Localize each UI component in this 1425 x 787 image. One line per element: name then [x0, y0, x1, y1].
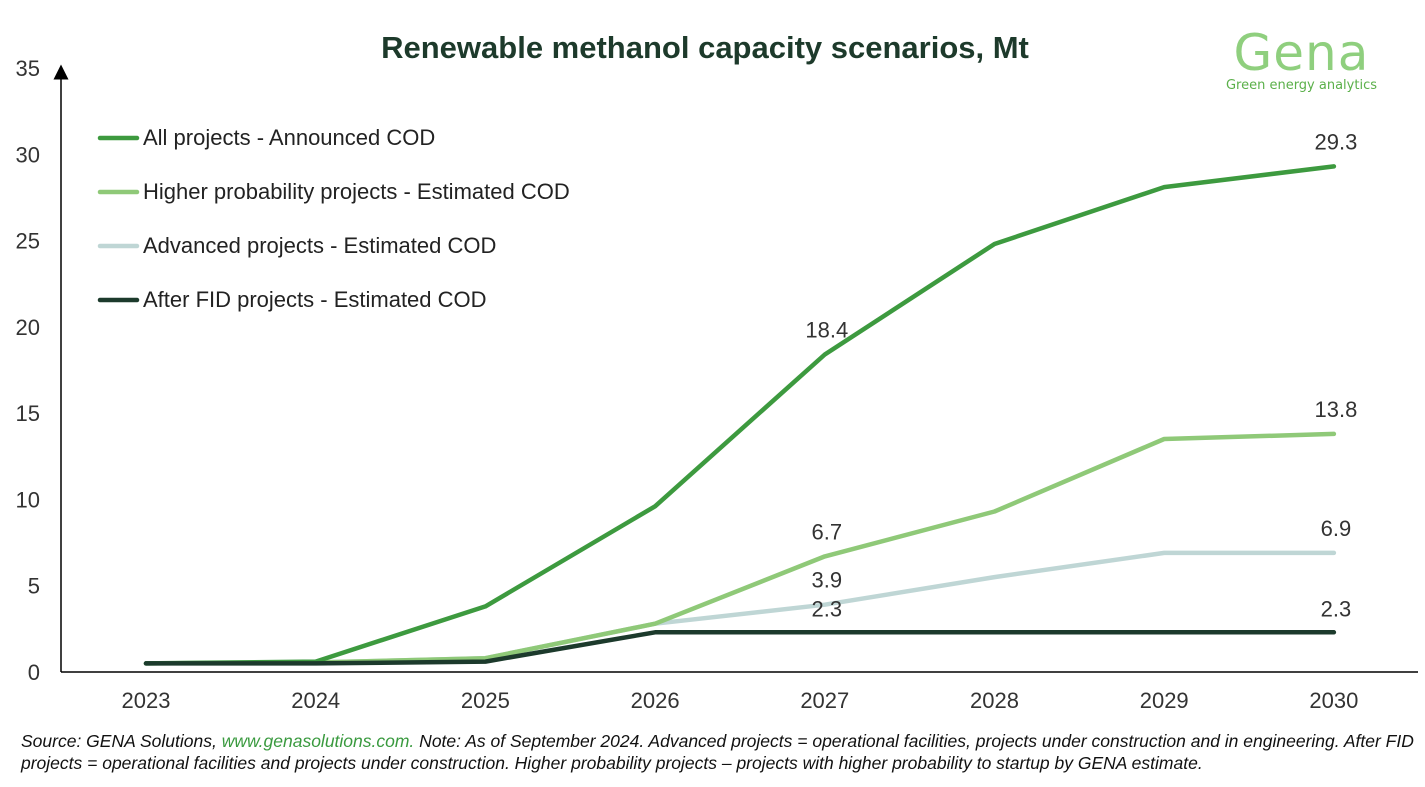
data-label: 2.3 [812, 596, 843, 621]
x-tick-label: 2024 [291, 688, 340, 713]
y-tick-label: 30 [16, 142, 40, 167]
series-line-3 [143, 550, 1337, 666]
x-tick-label: 2030 [1309, 688, 1358, 713]
series-lines [143, 164, 1337, 666]
source-prefix: Source: GENA Solutions, [21, 731, 222, 751]
y-tick-label: 35 [16, 56, 40, 81]
y-tick-label: 15 [16, 401, 40, 426]
data-label: 29.3 [1314, 129, 1357, 154]
data-label: 18.4 [805, 317, 848, 342]
y-tick-label: 10 [16, 487, 40, 512]
x-tick-label: 2025 [461, 688, 510, 713]
x-tick-label: 2026 [631, 688, 680, 713]
x-tick-label: 2028 [970, 688, 1019, 713]
data-label: 6.7 [812, 519, 843, 544]
y-tick-label: 5 [28, 574, 40, 599]
source-note: Source: GENA Solutions, www.genasolution… [21, 730, 1421, 774]
source-rest: Note: As of September 2024. Advanced pro… [21, 731, 1414, 773]
logo-tagline: Green energy analytics [1225, 78, 1377, 93]
data-labels: 18.4 29.3 6.7 13.8 3.9 6.9 2.3 2.3 [805, 129, 1357, 621]
legend-label-1: All projects - Announced COD [143, 125, 435, 150]
legend: All projects - Announced COD Higher proba… [97, 125, 570, 312]
x-tick-label: 2027 [800, 688, 849, 713]
gena-logo: Gena Green energy analytics [1226, 28, 1377, 93]
series-line-1 [143, 164, 1337, 666]
legend-label-3: Advanced projects - Estimated COD [143, 233, 496, 258]
data-label: 13.8 [1314, 397, 1357, 422]
legend-label-4: After FID projects - Estimated COD [143, 287, 487, 312]
legend-label-2: Higher probability projects - Estimated … [143, 179, 570, 204]
source-link[interactable]: www.genasolutions.com. [221, 731, 415, 751]
logo-wordmark: Gena [1233, 24, 1370, 82]
series-line-4 [143, 630, 1337, 666]
y-tick-label: 0 [28, 660, 40, 685]
x-tick-label: 2023 [122, 688, 171, 713]
data-label: 2.3 [1321, 596, 1352, 621]
chart-title: Renewable methanol capacity scenarios, M… [381, 30, 1029, 65]
data-label: 3.9 [812, 568, 843, 593]
series-line-2 [143, 431, 1337, 666]
data-label: 6.9 [1321, 516, 1352, 541]
y-tick-label: 25 [16, 229, 40, 254]
x-tick-label: 2029 [1140, 688, 1189, 713]
y-tick-label: 20 [16, 315, 40, 340]
